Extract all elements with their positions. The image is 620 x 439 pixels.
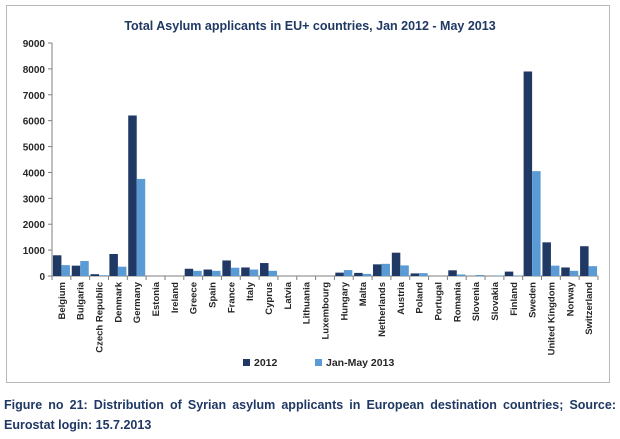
bar-series-1 — [203, 269, 213, 276]
bar-series-1 — [90, 274, 100, 276]
bar-series-2 — [494, 275, 503, 276]
bar-series-1 — [561, 267, 570, 276]
bar-series-2 — [136, 178, 146, 276]
x-tick-label: Denmark — [113, 281, 124, 322]
y-tick-label: 4000 — [23, 168, 46, 179]
bar-series-2 — [381, 263, 390, 276]
y-tick-label: 6000 — [23, 117, 46, 128]
bar-series-1 — [109, 253, 118, 276]
bar-series-1 — [241, 267, 250, 276]
bar-series-1 — [260, 263, 269, 276]
x-tick-label: Czech Republic — [95, 282, 106, 353]
bar-series-2 — [249, 269, 259, 276]
bar-series-1 — [391, 252, 401, 276]
chart-title: Total Asylum applicants in EU+ countries… — [124, 19, 495, 33]
x-tick-label: Slovenia — [471, 281, 482, 321]
bar-series-1 — [448, 270, 457, 276]
x-tick-label: Belgium — [57, 282, 68, 319]
bar-series-2 — [99, 275, 108, 276]
x-tick-label: Luxembourg — [321, 282, 332, 340]
bar-series-2 — [230, 267, 240, 276]
bar-series-1 — [410, 273, 420, 276]
bar-series-1 — [184, 268, 194, 276]
bar-series-1 — [542, 242, 551, 276]
bar-series-2 — [513, 275, 522, 276]
x-tick-label: Latvia — [283, 281, 294, 309]
y-tick-label: 2000 — [23, 220, 46, 231]
legend: 2012 Jan-May 2013 — [243, 357, 394, 369]
bar-series-1 — [523, 71, 533, 276]
x-tick-label: Bulgaria — [76, 281, 87, 320]
bar-series-2 — [362, 273, 372, 276]
bar-series-2 — [456, 274, 466, 276]
bar-series-1 — [52, 255, 62, 276]
x-tick-label: Netherlands — [377, 282, 388, 337]
x-tick-label: Poland — [415, 282, 426, 314]
x-tick-label: Estonia — [151, 281, 162, 316]
y-tick-label: 9000 — [23, 39, 46, 50]
bar-series-2 — [212, 270, 221, 276]
bar-series-1 — [504, 271, 514, 276]
x-tick-label: United Kingdom — [546, 282, 557, 355]
x-tick-label: Finland — [509, 282, 520, 316]
bar-series-1 — [372, 264, 382, 276]
bar-series-1 — [354, 272, 363, 276]
y-tick-label: 0 — [39, 272, 45, 283]
x-axis: Belgium Bulgaria Czech Republic Denmark Germ… — [51, 275, 599, 355]
x-tick-label: Lithuania — [302, 281, 313, 324]
figure-caption: Figure no 21: Distribution of Syrian asy… — [4, 398, 616, 432]
y-axis: 0 1000 2000 3000 4000 5000 6000 7000 8000 9000 — [23, 39, 53, 283]
y-tick-label: 3000 — [23, 194, 46, 205]
x-tick-label: Cyprus — [264, 282, 275, 315]
x-tick-label: Hungary — [339, 281, 350, 320]
legend-label: Jan-May 2013 — [326, 357, 394, 369]
y-tick-label: 5000 — [23, 143, 46, 154]
legend-swatch — [315, 359, 322, 366]
bar-chart: Total Asylum applicants in EU+ countries… — [23, 19, 599, 369]
x-tick-label: Italy — [245, 281, 256, 301]
x-tick-label: Ireland — [170, 282, 181, 313]
bar-series-2 — [532, 171, 541, 276]
y-tick-label: 8000 — [23, 65, 46, 76]
chart-frame — [6, 5, 610, 383]
x-tick-label: France — [226, 282, 237, 313]
y-tick-label: 7000 — [23, 91, 46, 102]
bar-series-2 — [569, 270, 579, 276]
bar-series-2 — [588, 266, 598, 276]
x-tick-label: Switzerland — [584, 282, 595, 335]
bar-series-2 — [419, 273, 428, 276]
bar-series-2 — [117, 266, 127, 276]
bar-series-2 — [400, 265, 409, 276]
bar-series-2 — [61, 265, 70, 276]
bars — [52, 71, 598, 276]
x-tick-label: Greece — [189, 282, 200, 314]
x-tick-label: Norway — [565, 281, 576, 316]
bar-series-2 — [80, 260, 89, 276]
x-tick-label: Malta — [358, 281, 369, 306]
legend-label: 2012 — [254, 357, 278, 369]
bar-series-1 — [222, 260, 231, 276]
bar-series-1 — [71, 265, 81, 276]
bar-series-2 — [475, 274, 485, 276]
x-tick-label: Sweden — [528, 282, 539, 318]
legend-swatch — [243, 359, 250, 366]
x-tick-label: Portugal — [433, 282, 444, 321]
x-tick-label: Romania — [452, 281, 463, 322]
bar-series-1 — [128, 115, 137, 276]
bar-series-2 — [550, 265, 560, 276]
bar-series-1 — [580, 246, 589, 276]
y-tick-label: 1000 — [23, 246, 46, 257]
bar-series-2 — [193, 270, 202, 276]
x-tick-label: Germany — [132, 281, 143, 323]
bar-series-2 — [343, 270, 353, 276]
bar-series-2 — [268, 270, 278, 276]
x-tick-label: Slovakia — [490, 281, 501, 320]
bar-series-1 — [335, 272, 344, 276]
x-tick-label: Spain — [208, 282, 219, 308]
x-tick-label: Austria — [396, 281, 407, 314]
